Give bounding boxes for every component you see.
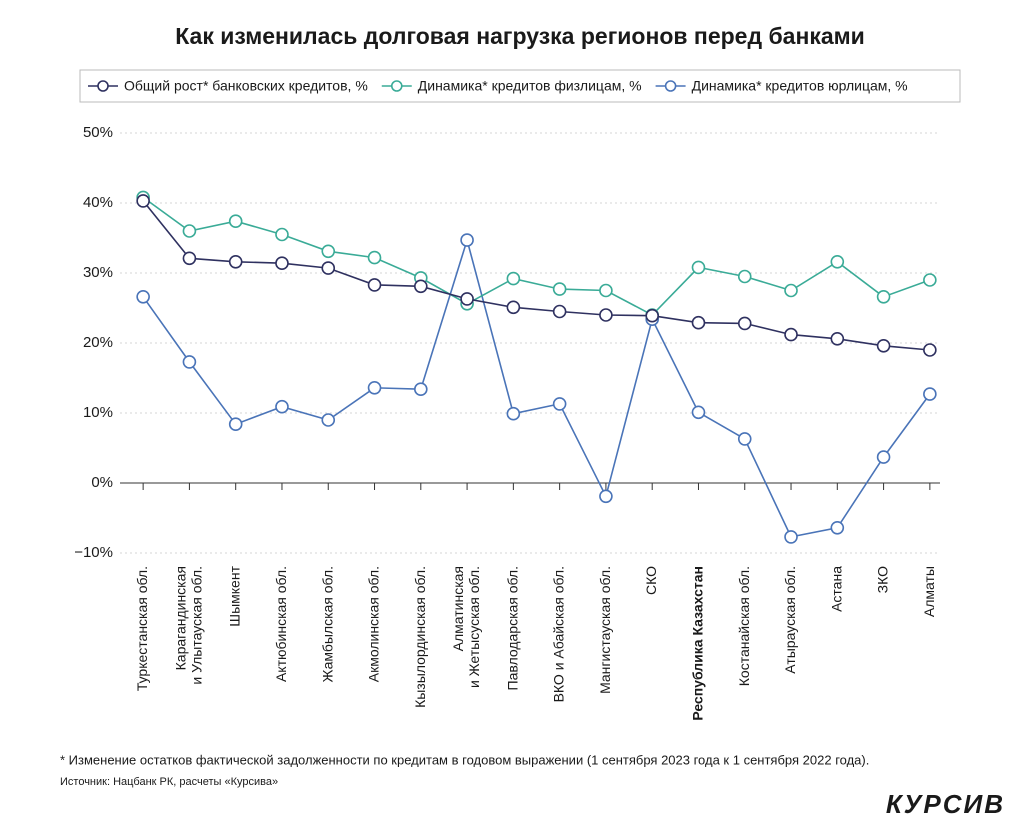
data-point bbox=[876, 289, 891, 304]
data-point bbox=[321, 261, 336, 275]
data-point bbox=[784, 530, 798, 544]
brand-logo: КУРСИВ bbox=[886, 789, 1005, 819]
data-point bbox=[460, 233, 474, 247]
y-tick-label: 20% bbox=[83, 334, 113, 351]
legend-box bbox=[79, 69, 961, 103]
data-point bbox=[506, 271, 521, 286]
x-tick-label: Алматинскаяи Жетысуская обл. bbox=[450, 566, 482, 688]
x-tick-label: Костанайская обл. bbox=[735, 566, 751, 686]
x-tick-label: Астана bbox=[828, 566, 844, 612]
x-tick-label: СКО bbox=[643, 566, 659, 595]
data-point bbox=[321, 413, 336, 427]
y-tick-label: −10% bbox=[74, 544, 113, 561]
data-point bbox=[830, 331, 845, 346]
x-tick-label: Атырауская обл. bbox=[782, 566, 798, 674]
data-point bbox=[182, 224, 197, 238]
data-point bbox=[182, 355, 197, 369]
legend: Общий рост* банковских кредитов, % Динами… bbox=[88, 78, 908, 94]
data-point bbox=[691, 315, 706, 330]
data-point bbox=[552, 397, 567, 411]
series-line bbox=[142, 196, 931, 316]
x-tick-label: Мангистауская обл. bbox=[597, 566, 613, 694]
data-point bbox=[737, 432, 752, 446]
x-tick-label: Алматы bbox=[921, 566, 937, 617]
legend-marker bbox=[390, 80, 403, 92]
data-point bbox=[275, 256, 289, 271]
legend-marker bbox=[664, 80, 677, 92]
x-tick-label: Жамбылская обл. bbox=[319, 566, 335, 683]
data-point bbox=[321, 244, 336, 259]
data-point bbox=[367, 380, 382, 395]
data-point bbox=[136, 289, 150, 304]
data-point bbox=[275, 227, 289, 242]
data-point bbox=[367, 250, 382, 265]
x-tick-label: Актюбинская обл. bbox=[273, 566, 289, 682]
data-point bbox=[737, 316, 752, 331]
data-point bbox=[784, 283, 798, 298]
data-point bbox=[275, 399, 289, 414]
data-point bbox=[784, 327, 798, 342]
data-point bbox=[552, 282, 567, 296]
data-point bbox=[599, 489, 613, 504]
data-point bbox=[506, 300, 521, 315]
x-tick-label: Акмолинская обл. bbox=[365, 566, 381, 682]
data-point bbox=[691, 405, 706, 420]
data-point bbox=[599, 308, 613, 322]
legend-label: Общий рост* банковских кредитов, % bbox=[124, 78, 368, 94]
data-point bbox=[552, 304, 567, 319]
data-point bbox=[414, 382, 428, 397]
data-point bbox=[182, 251, 197, 266]
y-tick-label: 30% bbox=[83, 264, 113, 281]
x-tick-label: Туркестанская обл. bbox=[134, 566, 150, 691]
data-point bbox=[367, 278, 382, 292]
series-line bbox=[142, 200, 930, 351]
data-point bbox=[414, 279, 428, 294]
footnote: * Изменение остатков фактической задолже… bbox=[60, 752, 869, 767]
series-line bbox=[142, 237, 931, 538]
x-tick-label: ВКО и Абайская обл. bbox=[550, 566, 566, 702]
y-tick-label: 10% bbox=[83, 404, 113, 421]
legend-label: Динамика* кредитов юрлицам, % bbox=[692, 78, 908, 94]
data-point bbox=[645, 308, 659, 323]
x-tick-label: Кызылординская обл. bbox=[412, 566, 428, 708]
data-point bbox=[923, 387, 937, 401]
data-point bbox=[923, 343, 937, 357]
data-point bbox=[228, 214, 243, 228]
data-point bbox=[136, 194, 150, 208]
data-point bbox=[228, 254, 243, 269]
y-tick-label: 0% bbox=[91, 474, 113, 491]
data-point bbox=[599, 283, 613, 298]
data-point bbox=[923, 273, 937, 287]
data-point bbox=[876, 338, 891, 353]
x-tick-label: ЗКО bbox=[874, 566, 890, 593]
legend-label: Динамика* кредитов физлицам, % bbox=[418, 78, 642, 94]
data-point bbox=[876, 450, 891, 464]
source: Источник: Нацбанк РК, расчеты «Курсива» bbox=[60, 776, 278, 788]
x-tick-label: Карагандинскаяи Улытауская обл. bbox=[172, 566, 204, 685]
data-point bbox=[830, 520, 845, 535]
chart-title: Как изменилась долговая нагрузка регионо… bbox=[175, 23, 865, 49]
y-tick-label: 40% bbox=[83, 194, 113, 211]
x-tick-label: Шымкент bbox=[226, 565, 242, 626]
y-tick-label: 50% bbox=[83, 124, 113, 141]
data-point bbox=[506, 406, 521, 421]
data-point bbox=[830, 254, 845, 269]
x-tick-label: Республика Казахстан bbox=[689, 566, 705, 721]
legend-marker bbox=[97, 80, 109, 92]
data-point bbox=[737, 269, 752, 284]
data-point bbox=[691, 260, 706, 275]
data-point bbox=[228, 417, 243, 432]
x-tick-label: Павлодарская обл. bbox=[504, 566, 520, 690]
data-point bbox=[460, 292, 474, 306]
